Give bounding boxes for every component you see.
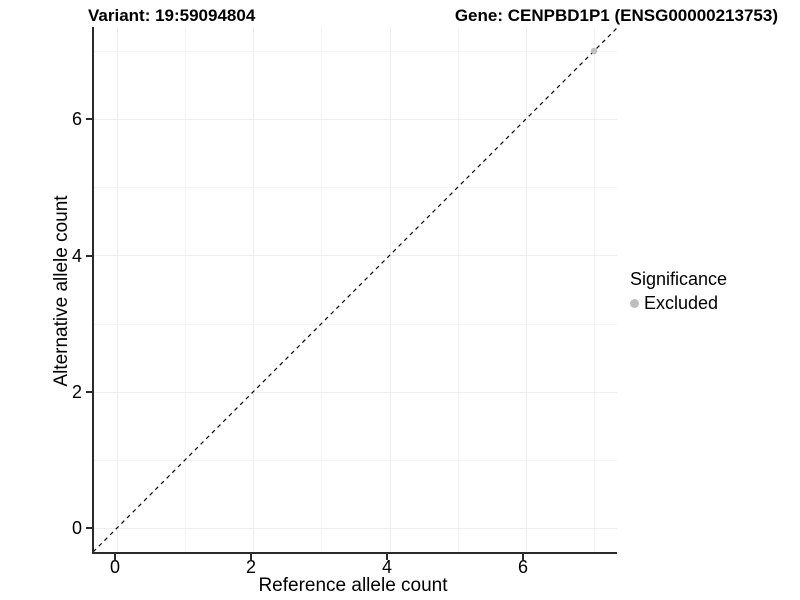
plot-panel (92, 27, 617, 554)
gridline-vertical (526, 27, 527, 552)
gridline-horizontal (94, 392, 617, 393)
gridline-horizontal (94, 255, 617, 256)
y-tick-mark (86, 391, 92, 393)
gridline-vertical (321, 27, 322, 552)
y-tick-label: 6 (71, 109, 82, 129)
x-tick-label: 6 (517, 557, 528, 577)
y-tick-mark (86, 118, 92, 120)
x-tick-mark (250, 554, 252, 560)
gridline-horizontal (94, 119, 617, 120)
legend-item-label: Excluded (644, 293, 719, 313)
y-tick-mark (86, 527, 92, 529)
gridline-horizontal (94, 528, 617, 529)
gridline-vertical (253, 27, 254, 552)
legend-title: Significance (630, 269, 728, 289)
identity-dashed-line (94, 27, 617, 552)
gridline-vertical (117, 27, 118, 552)
plot-canvas (94, 27, 617, 552)
x-tick-mark (114, 554, 116, 560)
x-tick-label: 2 (245, 557, 256, 577)
x-tick-label: 0 (109, 557, 120, 577)
y-tick-label: 2 (71, 382, 82, 402)
gridline-vertical (594, 27, 595, 552)
x-tick-mark (386, 554, 388, 560)
y-tick-label: 4 (71, 246, 82, 266)
plot-title-variant: Variant: 19:59094804 (88, 6, 256, 25)
legend-item-excluded: Excluded (630, 293, 727, 314)
y-tick-label: 0 (71, 518, 82, 538)
gridline-horizontal (94, 187, 617, 188)
x-tick-label: 4 (381, 557, 392, 577)
gridline-vertical (185, 27, 186, 552)
y-tick-mark (86, 255, 92, 257)
legend-point-icon (630, 299, 639, 308)
gridline-horizontal (94, 51, 617, 52)
gridline-horizontal (94, 324, 617, 325)
x-tick-mark (522, 554, 524, 560)
gridline-vertical (458, 27, 459, 552)
y-axis-title: Alternative allele count (51, 195, 72, 387)
data-point (590, 47, 598, 55)
gridline-horizontal (94, 460, 617, 461)
plot-title-gene: Gene: CENPBD1P1 (ENSG00000213753) (454, 6, 778, 25)
x-axis-title: Reference allele count (258, 575, 448, 596)
legend: Significance Excluded (630, 269, 727, 314)
gridline-vertical (390, 27, 391, 552)
